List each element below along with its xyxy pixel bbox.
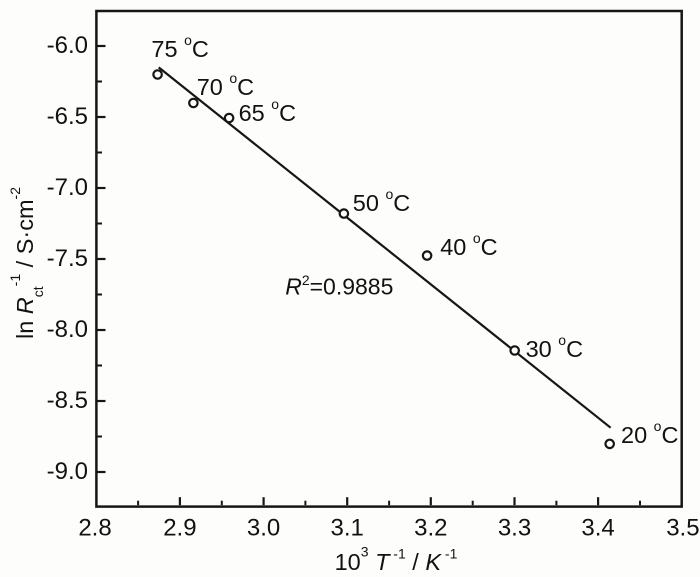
svg-text:3.5: 3.5	[666, 515, 699, 542]
svg-text:70 oC: 70 oC	[197, 70, 254, 100]
svg-text:2.9: 2.9	[163, 515, 196, 542]
svg-text:30 oC: 30 oC	[526, 332, 583, 362]
svg-text:65 oC: 65 oC	[239, 96, 296, 126]
svg-text:3.0: 3.0	[247, 515, 280, 542]
svg-text:20 oC: 20 oC	[621, 418, 678, 448]
svg-text:2.8: 2.8	[78, 515, 111, 542]
svg-text:-9.0: -9.0	[47, 458, 88, 485]
svg-text:-6.0: -6.0	[47, 32, 88, 59]
svg-text:R2=0.9885: R2=0.9885	[285, 272, 393, 300]
svg-text:-8.0: -8.0	[47, 316, 88, 343]
svg-text:3.1: 3.1	[331, 515, 364, 542]
svg-text:40 oC: 40 oC	[440, 230, 497, 260]
svg-text:-8.5: -8.5	[47, 387, 88, 414]
svg-text:-7.0: -7.0	[47, 174, 88, 201]
svg-text:3.3: 3.3	[498, 515, 531, 542]
svg-text:50 oC: 50 oC	[353, 186, 410, 216]
svg-text:3.4: 3.4	[581, 515, 614, 542]
svg-text:-7.5: -7.5	[47, 245, 88, 272]
svg-text:3.2: 3.2	[414, 515, 447, 542]
svg-text:75 oC: 75 oC	[151, 32, 208, 62]
svg-text:-6.5: -6.5	[47, 103, 88, 130]
